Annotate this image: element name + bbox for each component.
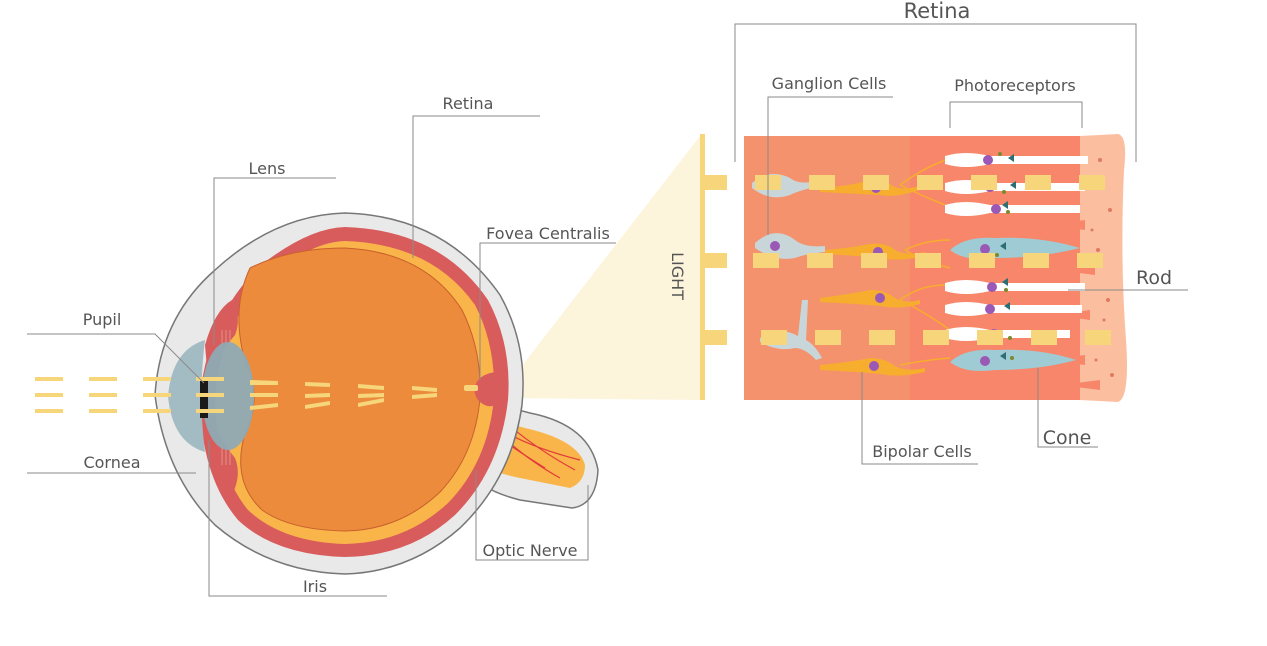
light-bar bbox=[700, 134, 705, 400]
cornea bbox=[168, 340, 205, 452]
pupil bbox=[200, 378, 208, 418]
light-packets bbox=[753, 175, 1111, 345]
label-light: LIGHT bbox=[668, 252, 687, 300]
label-retina: Retina bbox=[443, 94, 494, 113]
label-cone: Cone bbox=[1043, 427, 1092, 449]
leader-lines bbox=[27, 23, 1188, 597]
photoreceptor-markers bbox=[1000, 154, 1016, 360]
label-ganglion-cells: Ganglion Cells bbox=[772, 74, 887, 93]
label-pupil: Pupil bbox=[83, 310, 122, 329]
photoreceptor-dots bbox=[995, 152, 1014, 360]
label-cornea: Cornea bbox=[83, 453, 140, 472]
label-retina-top: Retina bbox=[904, 0, 971, 23]
label-iris: Iris bbox=[303, 577, 327, 596]
eyeball bbox=[154, 212, 599, 575]
label-rod: Rod bbox=[1136, 267, 1172, 289]
light-bar-ticks bbox=[705, 175, 727, 345]
label-optic-nerve: Optic Nerve bbox=[482, 541, 577, 560]
light-beam bbox=[497, 136, 700, 400]
lens bbox=[202, 342, 254, 450]
label-bipolar-cells: Bipolar Cells bbox=[872, 442, 972, 461]
light-rays bbox=[35, 377, 478, 413]
fovea bbox=[474, 372, 498, 407]
label-lens: Lens bbox=[249, 159, 286, 178]
label-fovea-centralis: Fovea Centralis bbox=[486, 224, 610, 243]
label-photoreceptors: Photoreceptors bbox=[954, 76, 1075, 95]
